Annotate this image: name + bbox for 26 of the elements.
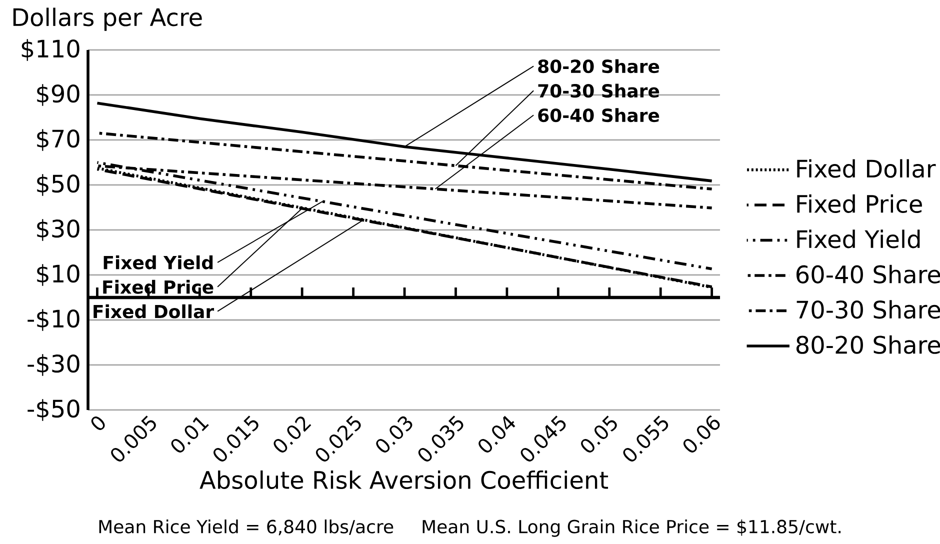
annotation: Fixed Price [103,280,214,294]
text: Mean Rice Yield = 6,840 lbs/acre [99,520,394,536]
annotation: Fixed Yield [104,255,213,270]
y-tick-label: -$50 [28,399,80,421]
legend-label: 60-40 Share [796,264,940,284]
y-tick-label: $90 [37,84,80,106]
y-axis-title: Dollars per Acre [13,8,202,31]
x-tick-label: 0 [91,416,105,430]
y-tick-label: -$30 [28,354,80,376]
y-tick-label: $70 [37,129,80,151]
annotation: 60-40 Share [538,108,660,122]
annotation: 80-20 Share [538,59,660,74]
legend-label: 70-30 Share [796,300,940,319]
legend-label: 80-20 Share [796,335,940,354]
y-tick-label: $30 [37,219,80,241]
annotation: Fixed Dollar [94,304,214,318]
legend-label: Fixed Price [797,194,922,213]
text: Mean U.S. Long Grain Rice Price = $11.85/cwt. [422,520,841,537]
x-axis-title: Absolute Risk Aversion Coefficient [200,470,608,490]
legend-label: Fixed Yield [797,230,920,248]
y-tick-label: $50 [37,174,80,196]
legend-label: Fixed Dollar [797,159,936,178]
annotation: 70-30 Share [538,84,660,98]
y-tick-label: -$10 [28,309,80,331]
y-tick-label: $110 [22,39,80,61]
y-tick-label: $10 [37,264,80,286]
